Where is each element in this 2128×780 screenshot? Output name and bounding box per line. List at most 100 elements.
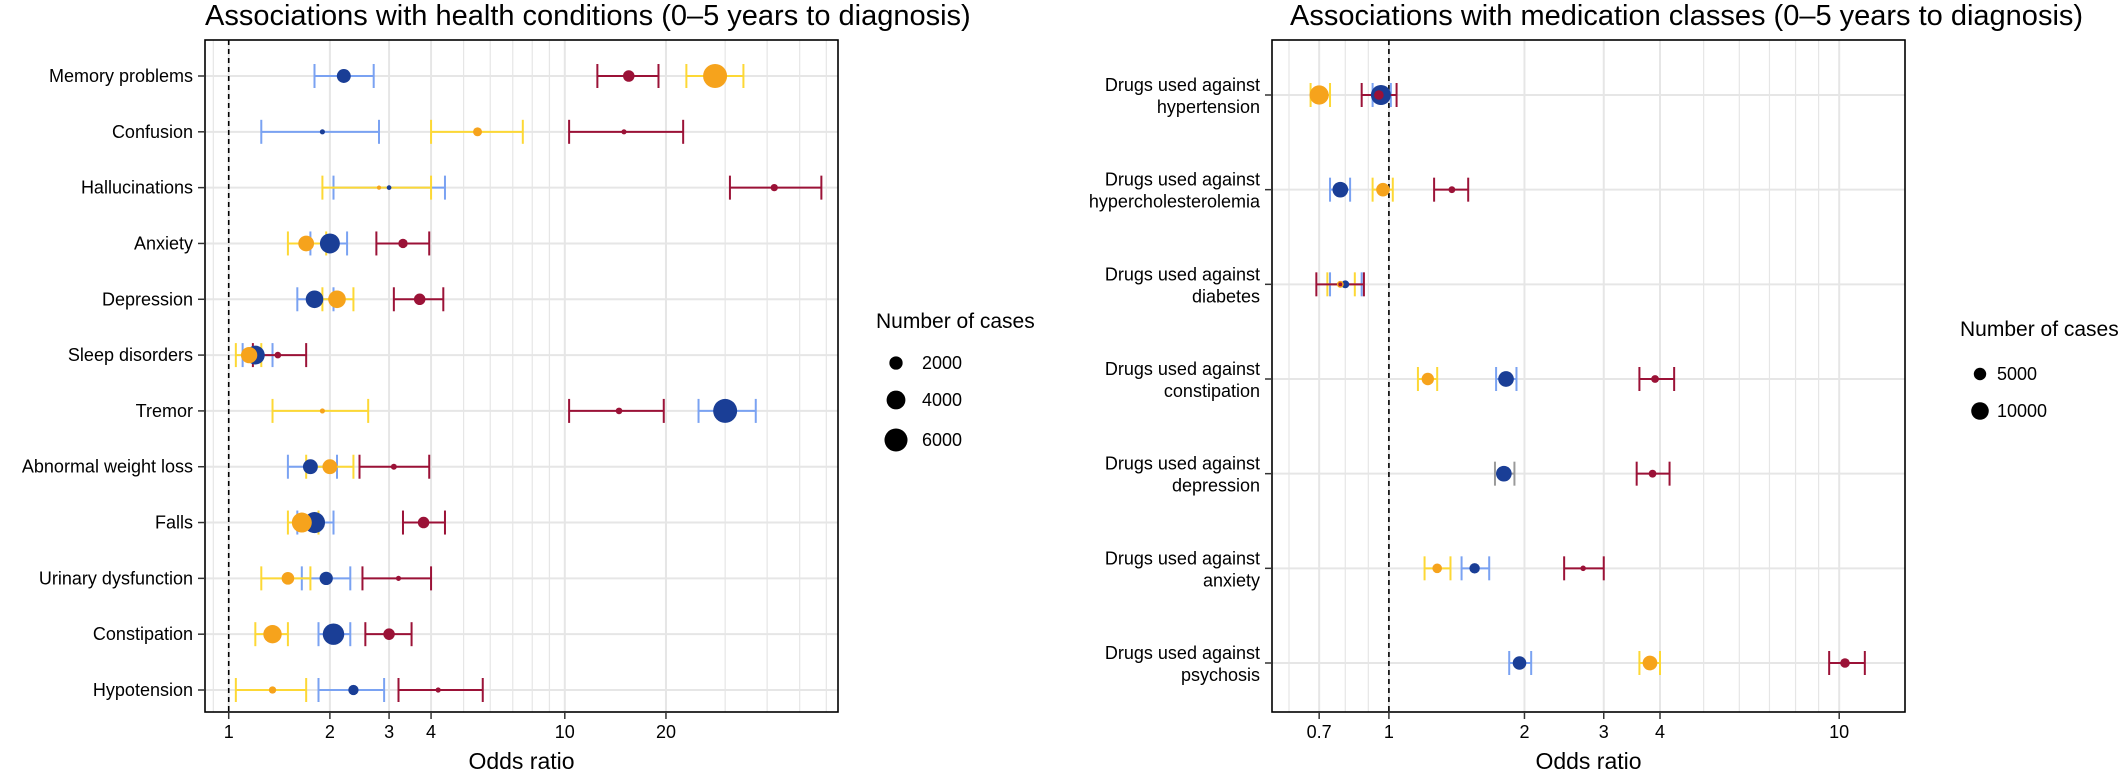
data-point-constipation [383, 628, 395, 640]
category-label-line: Memory problems [49, 66, 193, 86]
category-label-hallucinations: Hallucinations [81, 178, 193, 198]
data-point-memory-problems [336, 69, 351, 83]
data-point-hallucinations [386, 185, 392, 190]
legend-size-key [884, 428, 908, 452]
data-point-drugs-used-against-diabetes [1338, 282, 1343, 287]
data-point-drugs-used-against-anxiety [1580, 565, 1586, 572]
category-label-line: Drugs used against [1105, 170, 1260, 190]
category-label-line: Drugs used against [1105, 359, 1260, 379]
data-point-memory-problems [703, 64, 728, 88]
x-tick-label: 1 [224, 722, 234, 742]
category-label-abnormal-weight-loss: Abnormal weight loss [22, 457, 193, 477]
legend-size-label: 6000 [922, 430, 962, 450]
category-label-line: Hallucinations [81, 178, 193, 198]
category-label-anxiety: Anxiety [134, 233, 193, 253]
data-point-drugs-used-against-hypertension [1374, 90, 1384, 100]
legend-size-key [1971, 402, 1989, 420]
data-point-confusion [621, 129, 627, 135]
data-point-sleep-disorders [274, 351, 282, 359]
category-label-depression: Depression [102, 289, 193, 309]
category-label-drugs-used-against-depression: Drugs used against depression [1105, 454, 1260, 496]
x-tick-label: 20 [656, 722, 676, 742]
data-point-anxiety [398, 238, 408, 249]
data-point-drugs-used-against-psychosis [1642, 655, 1658, 671]
data-point-tremor [615, 407, 623, 415]
data-point-hypotension [435, 687, 441, 693]
data-point-anxiety [298, 235, 315, 252]
legend-size-key [886, 390, 906, 410]
category-label-line: Depression [102, 289, 193, 309]
category-label-drugs-used-against-psychosis: Drugs used against psychosis [1105, 643, 1260, 685]
category-label-drugs-used-against-diabetes: Drugs used against diabetes [1105, 264, 1260, 306]
data-point-drugs-used-against-psychosis [1512, 656, 1527, 670]
chart-title: Associations with medication classes (0–… [1290, 0, 2083, 32]
category-label-line: Confusion [112, 122, 193, 142]
legend-size-label: 5000 [1997, 364, 2037, 384]
data-point-drugs-used-against-psychosis [1840, 658, 1850, 668]
health-conditions-chart: Associations with health conditions (0–5… [22, 0, 1035, 774]
category-label-confusion: Confusion [112, 122, 193, 142]
x-tick-label: 10 [555, 722, 575, 742]
error-bar-hallucinations [321, 175, 433, 200]
data-point-abnormal-weight-loss [302, 459, 318, 475]
category-label-drugs-used-against-hypercholesterolemia: Drugs used against hypercholesterolemia [1089, 170, 1261, 212]
data-point-drugs-used-against-hypercholesterolemia [1448, 186, 1456, 194]
data-point-drugs-used-against-anxiety [1469, 563, 1480, 574]
x-tick-label: 2 [1519, 722, 1529, 742]
legend-title: Number of cases [1960, 318, 2119, 341]
category-label-line: Hypotension [93, 680, 193, 700]
data-point-drugs-used-against-depression [1496, 465, 1512, 482]
category-label-line: Drugs used against [1105, 643, 1260, 663]
category-label-tremor: Tremor [136, 401, 193, 421]
x-axis-label: Odds ratio [1535, 748, 1641, 774]
category-label-drugs-used-against-anxiety: Drugs used against anxiety [1105, 548, 1260, 590]
category-label-drugs-used-against-hypertension: Drugs used against hypertension [1105, 75, 1260, 117]
data-point-drugs-used-against-hypercholesterolemia [1332, 181, 1349, 198]
data-point-drugs-used-against-constipation [1421, 372, 1435, 386]
category-label-constipation: Constipation [93, 624, 193, 644]
data-point-falls [291, 512, 312, 533]
category-label-line: diabetes [1192, 286, 1260, 306]
category-label-line: Drugs used against [1105, 548, 1260, 568]
category-label-line: Drugs used against [1105, 264, 1260, 284]
x-tick-label: 4 [1655, 722, 1665, 742]
category-label-hypotension: Hypotension [93, 680, 193, 700]
category-label-urinary-dysfunction: Urinary dysfunction [39, 568, 193, 588]
data-point-anxiety [319, 233, 340, 254]
category-label-line: Falls [155, 513, 193, 533]
x-tick-label: 3 [384, 722, 394, 742]
data-point-drugs-used-against-depression [1648, 469, 1657, 478]
category-label-line: Abnormal weight loss [22, 457, 193, 477]
data-point-confusion [473, 127, 483, 137]
chart-title: Associations with health conditions (0–5… [205, 0, 971, 32]
category-label-falls: Falls [155, 513, 193, 533]
category-label-memory-problems: Memory problems [49, 66, 193, 86]
data-point-drugs-used-against-hypercholesterolemia [1376, 182, 1390, 197]
data-point-drugs-used-against-hypertension [1309, 85, 1329, 105]
data-point-constipation [263, 625, 282, 644]
data-point-drugs-used-against-constipation [1498, 371, 1514, 387]
category-label-line: Tremor [136, 401, 193, 421]
data-point-hypotension [348, 684, 359, 696]
data-point-depression [305, 290, 324, 309]
data-point-hallucinations [376, 185, 382, 190]
category-label-line: psychosis [1181, 665, 1260, 685]
category-label-line: hypercholesterolemia [1089, 192, 1261, 212]
data-point-abnormal-weight-loss [322, 459, 338, 475]
category-label-line: Constipation [93, 624, 193, 644]
data-point-depression [413, 293, 426, 306]
data-point-drugs-used-against-anxiety [1432, 563, 1442, 574]
category-label-drugs-used-against-constipation: Drugs used against constipation [1105, 359, 1260, 401]
data-point-urinary-dysfunction [281, 572, 295, 585]
category-label-line: Drugs used against [1105, 75, 1260, 95]
data-point-tremor [713, 398, 738, 423]
data-point-depression [328, 290, 346, 309]
x-tick-label: 1 [1384, 722, 1394, 742]
panel-border [1271, 39, 1906, 713]
category-label-line: Drugs used against [1105, 454, 1260, 474]
x-axis-label: Odds ratio [468, 748, 574, 774]
category-label-line: Sleep disorders [68, 345, 193, 365]
x-tick-label: 0.7 [1307, 722, 1332, 742]
legend-size-key [889, 356, 903, 370]
category-label-line: Urinary dysfunction [39, 568, 193, 588]
